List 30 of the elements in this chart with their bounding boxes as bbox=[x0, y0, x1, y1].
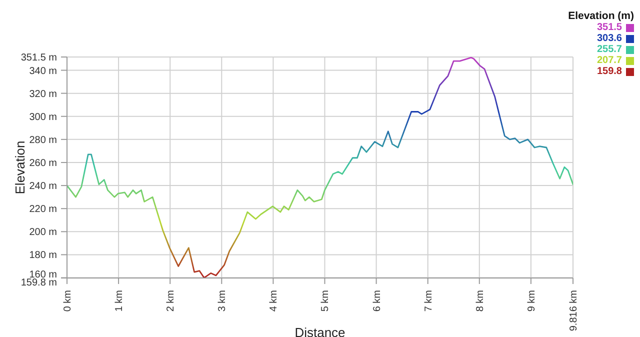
color-bar-label: 207.7 bbox=[596, 55, 622, 66]
y-axis-title: Elevation bbox=[12, 140, 28, 194]
color-bar-label: 351.5 bbox=[596, 22, 622, 33]
y-tick-label: 159.8 m bbox=[20, 278, 57, 288]
color-bar-label: 255.7 bbox=[596, 44, 622, 55]
x-tick-label: 3 km bbox=[217, 290, 228, 312]
color-bar-label: 303.6 bbox=[596, 33, 622, 44]
x-tick-label: 6 km bbox=[372, 290, 383, 312]
y-tick-label: 180 m bbox=[29, 250, 57, 262]
y-tick-label: 351.5 m bbox=[20, 52, 57, 64]
x-tick-label: 9 km bbox=[526, 290, 538, 312]
y-tick-label: 240 m bbox=[29, 181, 57, 192]
x-axis-title: Distance bbox=[294, 325, 346, 337]
x-tick-label: 5 km bbox=[320, 290, 332, 312]
y-tick-label: 220 m bbox=[29, 204, 57, 216]
y-tick-label: 340 m bbox=[29, 66, 57, 77]
color-bar-title: Elevation (m) bbox=[568, 10, 634, 22]
x-tick-label: 8 km bbox=[474, 290, 486, 312]
y-tick-label: 260 m bbox=[29, 158, 57, 169]
y-tick-label: 300 m bbox=[29, 112, 57, 123]
x-tick-label: 0 km bbox=[62, 290, 74, 312]
x-tick-label: 4 km bbox=[268, 290, 280, 312]
x-tick-label: 9.816 km bbox=[568, 290, 580, 332]
color-bar-label: 159.8 bbox=[596, 66, 622, 77]
x-tick-label: 7 km bbox=[423, 290, 434, 312]
y-tick-label: 200 m bbox=[29, 227, 57, 238]
y-tick-label: 280 m bbox=[29, 134, 57, 146]
x-tick-label: 2 km bbox=[166, 290, 177, 312]
x-tick-label: 1 km bbox=[114, 290, 126, 312]
y-tick-label: 320 m bbox=[29, 88, 57, 100]
